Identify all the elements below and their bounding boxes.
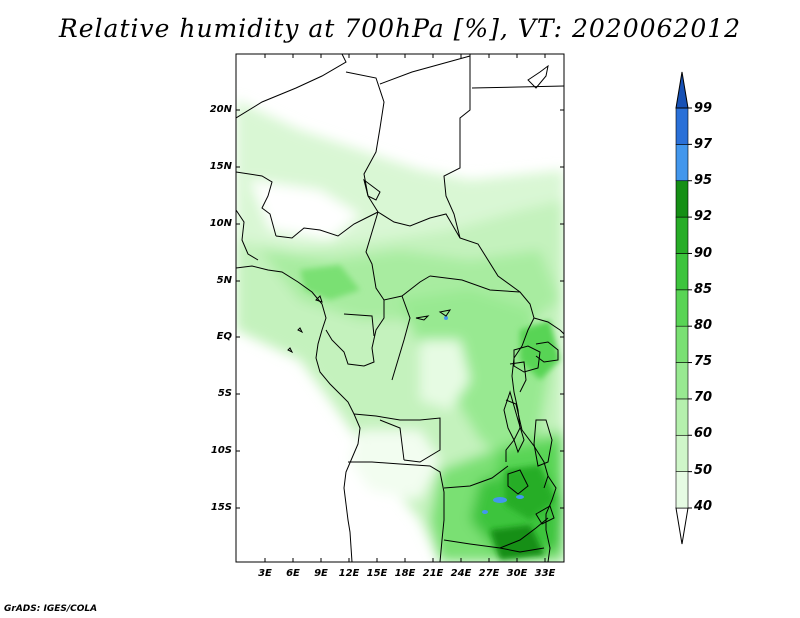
colorbar-segment <box>675 180 689 218</box>
colorbar-segment <box>675 107 689 145</box>
saturation-spots <box>444 316 524 514</box>
colorbar-label-92: 92 <box>694 209 713 224</box>
colorbar-segment <box>675 253 689 291</box>
colorbar-segment <box>675 325 689 363</box>
lon-label-30e: 30E <box>506 568 528 579</box>
lat-label-10n: 10N <box>209 218 232 229</box>
colorbar-label-60: 60 <box>694 426 713 441</box>
colorbar-segment <box>675 289 689 327</box>
lon-label-21e: 21E <box>422 568 444 579</box>
humidity-field <box>236 54 564 562</box>
colorbar-label-75: 75 <box>694 354 713 369</box>
lat-label-5n: 5N <box>216 275 232 286</box>
colorbar <box>675 71 692 545</box>
colorbar-segment <box>675 144 689 182</box>
colorbar-label-97: 97 <box>694 137 713 152</box>
lat-label-15s: 15S <box>210 502 232 513</box>
colorbar-segment <box>675 216 689 254</box>
colorbar-segment <box>675 362 689 400</box>
lon-label-18e: 18E <box>394 568 416 579</box>
map-frame <box>235 53 565 563</box>
country-borders <box>236 54 564 562</box>
colorbar-label-85: 85 <box>694 282 713 297</box>
colorbar-segment <box>675 434 689 472</box>
chart-title: Relative humidity at 700hPa [%], VT: 202… <box>58 14 742 43</box>
colorbar-label-99: 99 <box>694 101 713 116</box>
lon-label-9e: 9E <box>314 568 328 579</box>
colorbar-segment-below <box>675 507 689 545</box>
lat-label-5s: 5S <box>217 388 232 399</box>
lat-label-eq: EQ <box>216 331 232 342</box>
axis-ticks <box>236 54 564 562</box>
lon-label-15e: 15E <box>366 568 388 579</box>
colorbar-segment-above <box>675 71 689 109</box>
lon-label-6e: 6E <box>286 568 300 579</box>
lat-label-15n: 15N <box>209 161 232 172</box>
lat-label-20n: 20N <box>209 104 232 115</box>
lon-label-27e: 27E <box>478 568 500 579</box>
lon-label-12e: 12E <box>338 568 360 579</box>
colorbar-label-40: 40 <box>694 499 713 514</box>
colorbar-segment <box>675 471 689 509</box>
lat-label-10s: 10S <box>210 445 232 456</box>
colorbar-label-50: 50 <box>694 463 713 478</box>
colorbar-label-95: 95 <box>694 173 713 188</box>
colorbar-label-80: 80 <box>694 318 713 333</box>
colorbar-label-70: 70 <box>694 390 713 405</box>
lon-label-3e: 3E <box>258 568 272 579</box>
colorbar-segment <box>675 398 689 436</box>
colorbar-label-90: 90 <box>694 246 713 261</box>
grads-credit: GrADS: IGES/COLA <box>4 604 98 614</box>
lon-label-33e: 33E <box>534 568 556 579</box>
lon-label-24e: 24E <box>450 568 472 579</box>
